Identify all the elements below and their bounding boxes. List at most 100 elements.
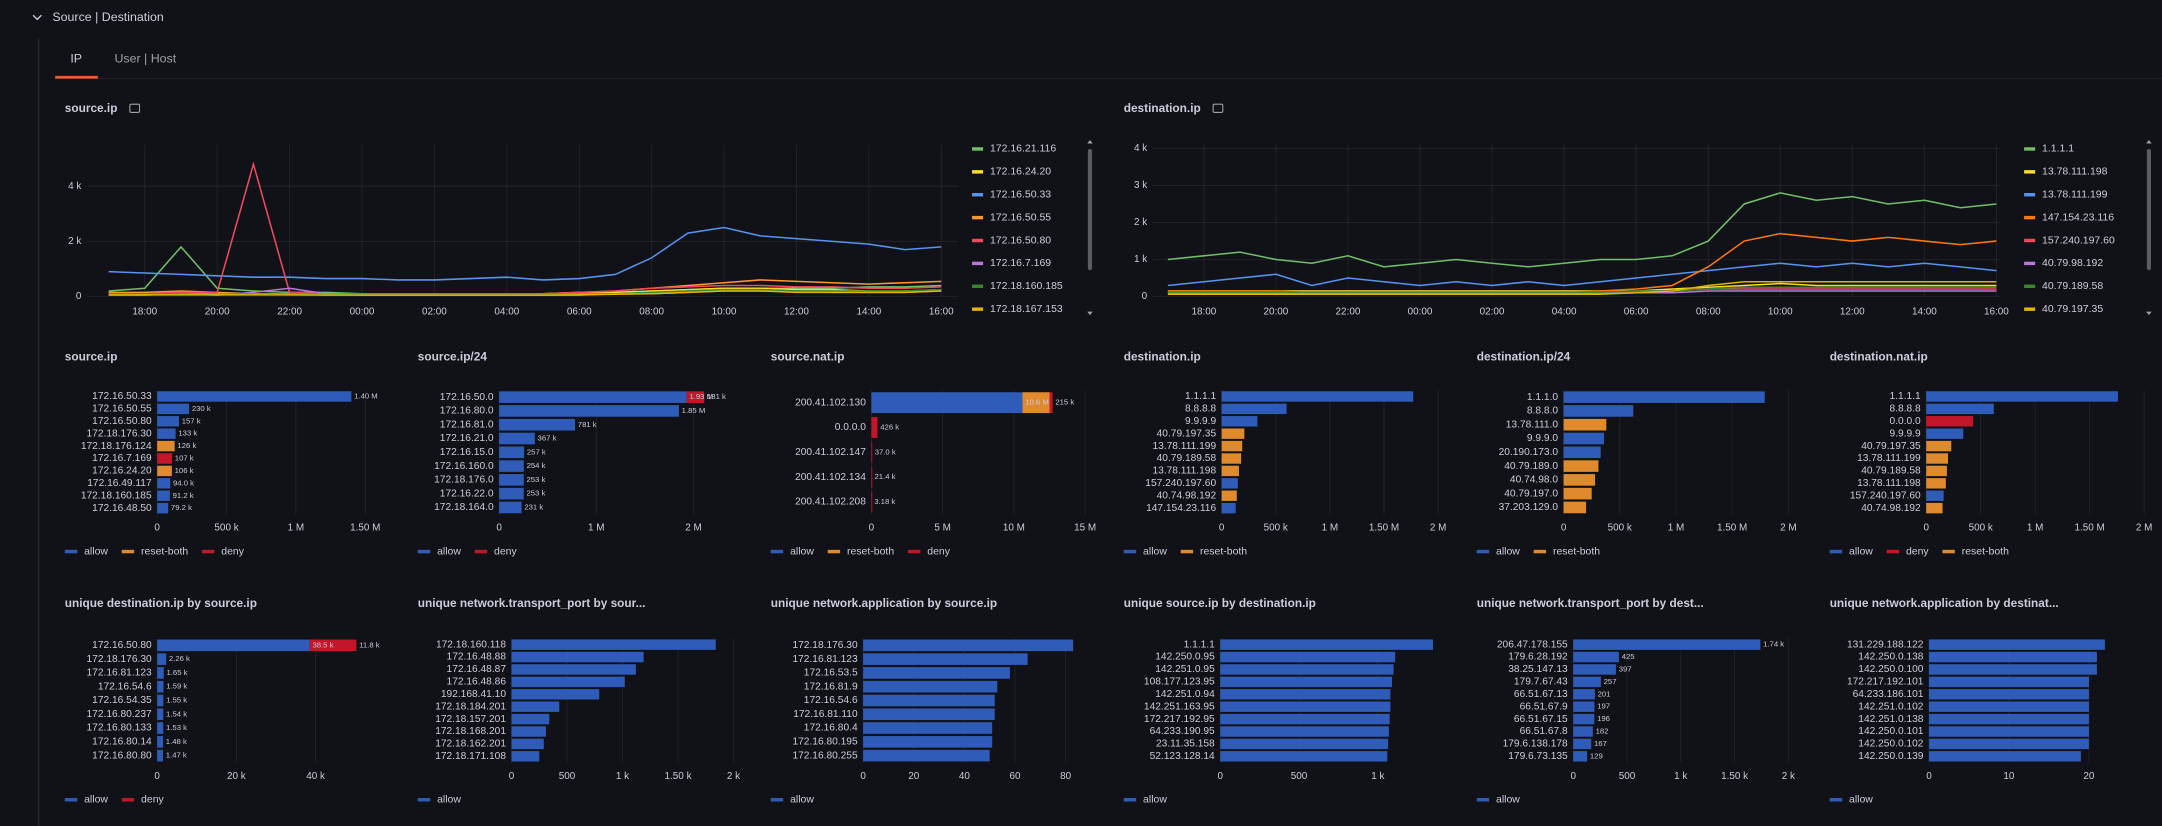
legend-label[interactable]: 40.79.189.58: [2042, 281, 2103, 292]
bar: [1220, 713, 1390, 725]
category-label: 172.16.54.35: [92, 695, 152, 706]
x-tick-label: 18:00: [1191, 306, 1216, 317]
legend-label[interactable]: deny: [221, 546, 244, 557]
section-title[interactable]: Source | Destination: [52, 10, 163, 24]
category-label: 172.16.80.255: [792, 750, 857, 761]
x-tick-label: 60: [1009, 771, 1021, 782]
category-label: 131.229.188.122: [1847, 639, 1924, 650]
legend-label[interactable]: 147.154.23.116: [2042, 212, 2114, 223]
value-label: 367 k: [538, 434, 557, 443]
legend-label[interactable]: allow: [84, 795, 108, 806]
legend-label[interactable]: 172.16.50.33: [990, 189, 1051, 200]
bar: [511, 676, 625, 688]
legend-label[interactable]: reset-both: [1553, 546, 1600, 557]
legend-label[interactable]: reset-both: [1200, 546, 1247, 557]
legend-label[interactable]: allow: [1849, 795, 1873, 806]
legend-label[interactable]: 172.16.24.20: [990, 167, 1051, 178]
legend-label[interactable]: 40.79.98.192: [2042, 258, 2103, 269]
category-label: 206.47.178.155: [1497, 639, 1568, 650]
bar: [511, 751, 540, 762]
value-label: 2.26 k: [169, 654, 190, 663]
legend-label[interactable]: deny: [927, 546, 950, 557]
category-label: 172.16.81.0: [440, 419, 494, 430]
legend-label[interactable]: deny: [141, 795, 164, 806]
bar: [1573, 651, 1619, 663]
value-label: 215 k: [1055, 398, 1074, 407]
legend-label[interactable]: reset-both: [1962, 546, 2009, 557]
legend-label[interactable]: reset-both: [141, 546, 188, 557]
panel-title: source.ip: [65, 101, 118, 115]
x-tick-label: 0: [1218, 771, 1224, 782]
value-label: 181 k: [707, 392, 726, 401]
x-tick-label: 04:00: [494, 306, 519, 317]
x-tick-label: 12:00: [784, 306, 809, 317]
bar: [1220, 726, 1389, 737]
value-label: 94.0 k: [173, 478, 194, 487]
legend-label[interactable]: allow: [437, 546, 461, 557]
legend-label[interactable]: allow: [437, 795, 461, 806]
legend-label[interactable]: 172.18.160.185: [990, 281, 1063, 292]
legend-label[interactable]: allow: [1143, 546, 1167, 557]
legend-label[interactable]: allow: [1849, 546, 1873, 557]
legend-label[interactable]: 13.78.111.199: [2042, 189, 2108, 200]
category-label: 172.16.80.0: [440, 406, 494, 417]
bar: [511, 689, 600, 700]
scroll-arrow[interactable]: [2146, 311, 2152, 316]
bar: [157, 416, 179, 427]
legend-label[interactable]: 157.240.197.60: [2042, 235, 2115, 246]
legend-scrollbar[interactable]: [1087, 148, 1093, 271]
x-tick-label: 1.50 M: [1717, 523, 1747, 534]
panel-icon[interactable]: [129, 103, 141, 113]
scroll-arrow[interactable]: [1087, 311, 1093, 316]
category-label: 52.123.128.14: [1150, 751, 1215, 762]
tab[interactable]: User | Host: [114, 52, 176, 66]
bar: [157, 680, 164, 693]
legend-label[interactable]: deny: [1906, 546, 1929, 557]
category-label: 66.51.67.13: [1514, 689, 1568, 700]
bar: [157, 465, 172, 477]
legend-label[interactable]: allow: [790, 795, 814, 806]
x-tick-label: 0: [860, 771, 866, 782]
bar: [1563, 460, 1599, 472]
scroll-arrow[interactable]: [1087, 139, 1093, 144]
legend-label[interactable]: 172.16.7.169: [990, 258, 1051, 269]
legend-label[interactable]: allow: [1496, 546, 1520, 557]
bar: [1573, 639, 1761, 650]
category-label: 13.78.111.198: [1857, 478, 1921, 489]
category-label: 172.18.160.118: [436, 639, 506, 650]
bar: [1022, 392, 1050, 414]
legend-label[interactable]: allow: [84, 546, 108, 557]
legend-label[interactable]: 172.16.50.55: [990, 212, 1051, 223]
category-label: 172.16.54.6: [98, 681, 152, 692]
x-tick-label: 1 M: [288, 523, 305, 534]
category-label: 172.16.81.110: [793, 709, 858, 720]
category-label: 172.18.176.30: [87, 428, 152, 439]
legend-label[interactable]: allow: [790, 546, 814, 557]
value-label: 197: [1597, 702, 1610, 711]
legend-label[interactable]: 172.16.21.116: [990, 144, 1056, 155]
bar: [1220, 664, 1394, 675]
legend-label[interactable]: allow: [1496, 795, 1520, 806]
legend-label[interactable]: deny: [494, 546, 517, 557]
legend-label[interactable]: 13.78.111.198: [2042, 167, 2108, 178]
x-tick-label: 0: [1219, 523, 1225, 534]
value-label: 1.53 k: [166, 723, 187, 732]
legend-label[interactable]: 172.16.50.80: [990, 235, 1051, 246]
category-label: 172.16.48.88: [447, 652, 507, 663]
category-label: 179.6.28.192: [1508, 652, 1568, 663]
tab[interactable]: IP: [70, 52, 82, 66]
category-label: 142.251.0.94: [1155, 689, 1215, 700]
x-tick-label: 18:00: [132, 306, 157, 317]
legend-label[interactable]: reset-both: [847, 546, 894, 557]
collapse-chevron[interactable]: [32, 14, 42, 21]
legend-scrollbar[interactable]: [2146, 148, 2151, 271]
category-label: 172.16.50.80: [92, 640, 152, 651]
panel-icon[interactable]: [1212, 103, 1224, 113]
scroll-arrow[interactable]: [2146, 139, 2152, 144]
legend-label[interactable]: 1.1.1.1: [2042, 144, 2074, 155]
legend-label[interactable]: 172.18.167.153: [990, 304, 1063, 315]
legend-label[interactable]: allow: [1143, 795, 1167, 806]
value-label: 1.93 M: [689, 392, 713, 401]
value-label: 1.85 M: [682, 406, 706, 415]
legend-label[interactable]: 40.79.197.35: [2042, 304, 2103, 315]
